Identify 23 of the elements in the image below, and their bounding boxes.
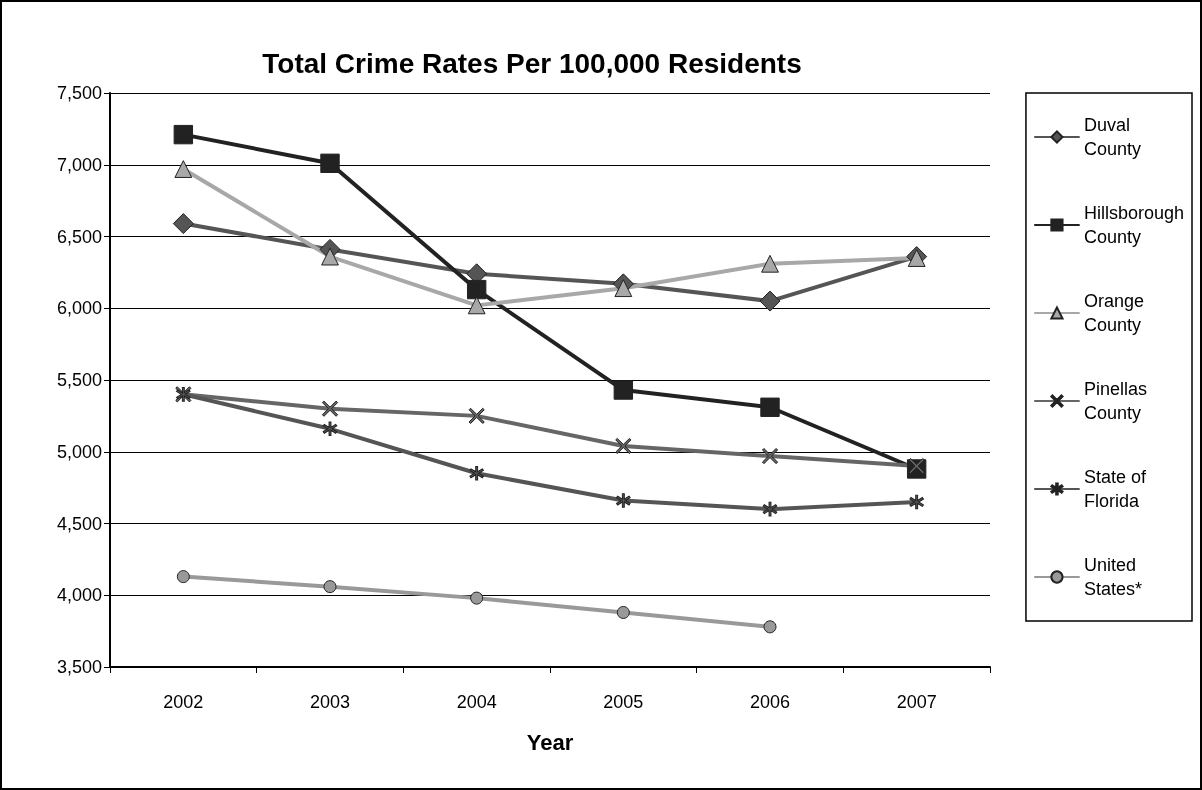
- legend-label: State of Florida: [1083, 467, 1147, 511]
- legend-label: Orange County: [1083, 291, 1144, 335]
- x-tick-label: 2003: [309, 692, 351, 712]
- x-tick-label: 2005: [603, 692, 644, 712]
- y-tick-label: 7,000: [56, 154, 102, 175]
- y-tick-label: 4,000: [56, 585, 102, 606]
- y-tick-label: 6,500: [56, 226, 102, 247]
- x-axis-title: Year: [526, 729, 574, 755]
- legend-label: United States*: [1083, 555, 1142, 599]
- legend-label: Hillsborough County: [1083, 203, 1185, 247]
- y-tick-label: 6,000: [56, 298, 102, 319]
- x-tick-label: 2002: [163, 692, 204, 712]
- y-tick-label: 4,500: [56, 513, 102, 534]
- x-tick-label: 2006: [749, 692, 791, 712]
- chart-title: Total Crime Rates Per 100,000 Residents: [262, 47, 802, 79]
- y-tick-label: 5,500: [56, 370, 102, 390]
- y-tick-label: 7,500: [56, 83, 102, 103]
- y-tick-label: 5,000: [56, 441, 102, 462]
- legend-label: Pinellas County: [1083, 379, 1147, 423]
- y-tick-label: 3,500: [56, 657, 102, 677]
- legend-label: Duval County: [1083, 115, 1141, 159]
- x-tick-label: 2007: [896, 692, 937, 712]
- x-tick-label: 2004: [456, 692, 497, 712]
